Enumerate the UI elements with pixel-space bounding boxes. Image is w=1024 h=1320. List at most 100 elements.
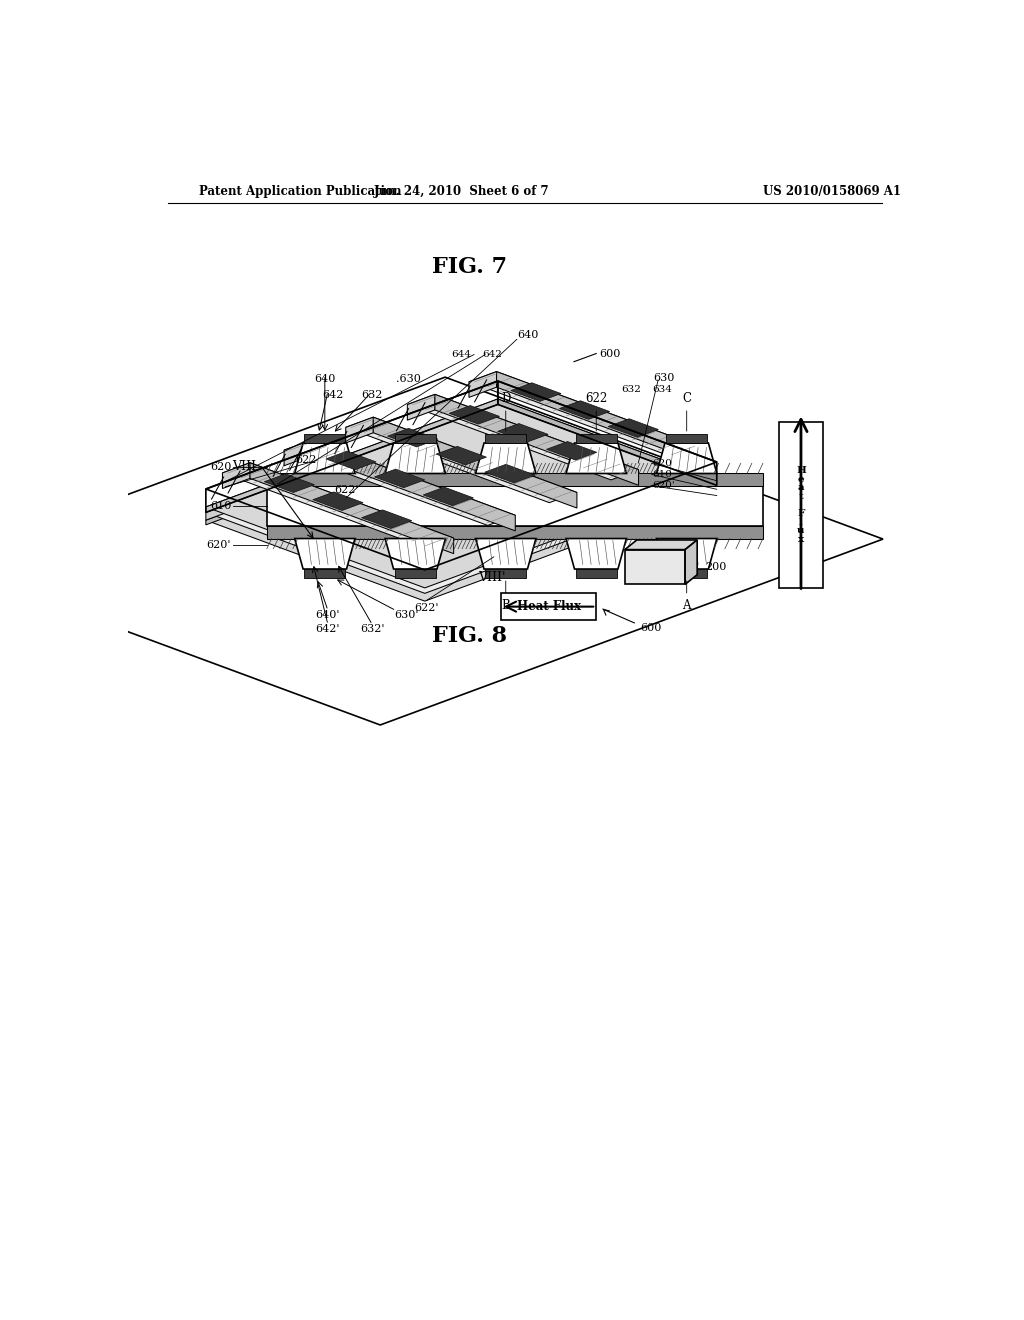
Text: 630': 630' <box>394 610 419 620</box>
Text: 642: 642 <box>482 350 503 359</box>
Polygon shape <box>498 412 717 498</box>
Polygon shape <box>361 510 412 528</box>
Bar <box>575 434 616 444</box>
Text: 630: 630 <box>653 374 675 383</box>
Text: H
e
a
t
 
F
l
u
x: H e a t F l u x <box>796 466 806 544</box>
Text: .630: .630 <box>396 374 421 384</box>
Polygon shape <box>566 539 627 569</box>
Polygon shape <box>311 440 515 531</box>
Polygon shape <box>566 444 627 474</box>
Polygon shape <box>346 417 374 444</box>
Polygon shape <box>206 412 717 601</box>
Polygon shape <box>469 372 700 457</box>
Text: 620': 620' <box>207 540 231 549</box>
Text: 620': 620' <box>652 482 675 490</box>
Text: 600: 600 <box>640 623 662 634</box>
Text: 622: 622 <box>585 392 607 432</box>
Bar <box>666 569 708 578</box>
Polygon shape <box>475 539 536 569</box>
Bar <box>778 421 823 589</box>
Polygon shape <box>498 424 548 442</box>
Polygon shape <box>385 444 445 474</box>
Text: FIG. 8: FIG. 8 <box>432 626 507 647</box>
Bar <box>394 569 436 578</box>
Polygon shape <box>608 418 658 437</box>
Text: 610: 610 <box>652 470 672 479</box>
Polygon shape <box>408 395 639 480</box>
Polygon shape <box>375 469 425 487</box>
Polygon shape <box>222 463 454 548</box>
Text: B: B <box>502 581 510 611</box>
Bar <box>267 527 763 539</box>
Bar <box>304 434 345 444</box>
Bar <box>267 486 763 527</box>
Text: 642': 642' <box>315 624 340 634</box>
Polygon shape <box>547 441 597 461</box>
Polygon shape <box>625 549 685 585</box>
Polygon shape <box>326 451 376 470</box>
Polygon shape <box>385 539 445 569</box>
Polygon shape <box>0 378 883 725</box>
Polygon shape <box>206 399 498 512</box>
Bar <box>666 434 708 444</box>
Polygon shape <box>435 395 639 486</box>
Polygon shape <box>222 463 250 488</box>
Polygon shape <box>656 444 717 474</box>
Bar <box>485 569 526 578</box>
Text: VIII': VIII' <box>478 570 505 583</box>
Text: 640': 640' <box>315 610 340 620</box>
Text: FIG. 7: FIG. 7 <box>432 256 507 279</box>
Polygon shape <box>656 539 717 569</box>
Bar <box>394 434 436 444</box>
Polygon shape <box>284 440 515 525</box>
Polygon shape <box>295 539 355 569</box>
Bar <box>267 474 763 486</box>
Polygon shape <box>497 372 700 462</box>
Text: Heat Flux: Heat Flux <box>517 601 581 612</box>
Text: 640: 640 <box>517 330 539 341</box>
Polygon shape <box>264 474 314 492</box>
Polygon shape <box>206 404 717 594</box>
Polygon shape <box>450 405 500 424</box>
Polygon shape <box>206 404 498 520</box>
Polygon shape <box>313 492 364 511</box>
Text: 620: 620 <box>652 459 672 467</box>
Text: 622': 622' <box>334 484 358 495</box>
Text: 642: 642 <box>323 391 343 400</box>
Polygon shape <box>206 412 498 525</box>
Text: 632': 632' <box>360 624 385 634</box>
Text: US 2010/0158069 A1: US 2010/0158069 A1 <box>763 185 901 198</box>
Polygon shape <box>423 487 473 506</box>
Polygon shape <box>685 540 697 585</box>
Text: 640: 640 <box>314 374 336 384</box>
Polygon shape <box>469 372 497 397</box>
Bar <box>501 594 596 620</box>
Text: 634: 634 <box>652 384 672 393</box>
Bar <box>485 434 526 444</box>
Text: Patent Application Publication: Patent Application Publication <box>200 185 402 198</box>
Text: D: D <box>501 392 510 432</box>
Polygon shape <box>498 404 717 494</box>
Polygon shape <box>559 401 609 420</box>
Polygon shape <box>295 444 355 474</box>
Text: 610: 610 <box>210 502 231 511</box>
Polygon shape <box>498 399 717 486</box>
Polygon shape <box>387 429 438 447</box>
Polygon shape <box>625 540 697 549</box>
Text: 632: 632 <box>621 384 641 393</box>
Polygon shape <box>284 440 311 466</box>
Text: 632: 632 <box>361 391 383 400</box>
Text: A: A <box>682 581 691 611</box>
Polygon shape <box>484 465 536 483</box>
Text: 600: 600 <box>599 348 621 359</box>
Text: 644: 644 <box>451 350 471 359</box>
Text: 622': 622' <box>414 602 438 612</box>
Text: C: C <box>682 392 691 432</box>
Polygon shape <box>206 399 717 587</box>
Polygon shape <box>408 395 435 420</box>
Bar <box>575 569 616 578</box>
Polygon shape <box>250 463 454 553</box>
Polygon shape <box>436 446 486 465</box>
Polygon shape <box>374 417 577 508</box>
Polygon shape <box>511 383 561 401</box>
